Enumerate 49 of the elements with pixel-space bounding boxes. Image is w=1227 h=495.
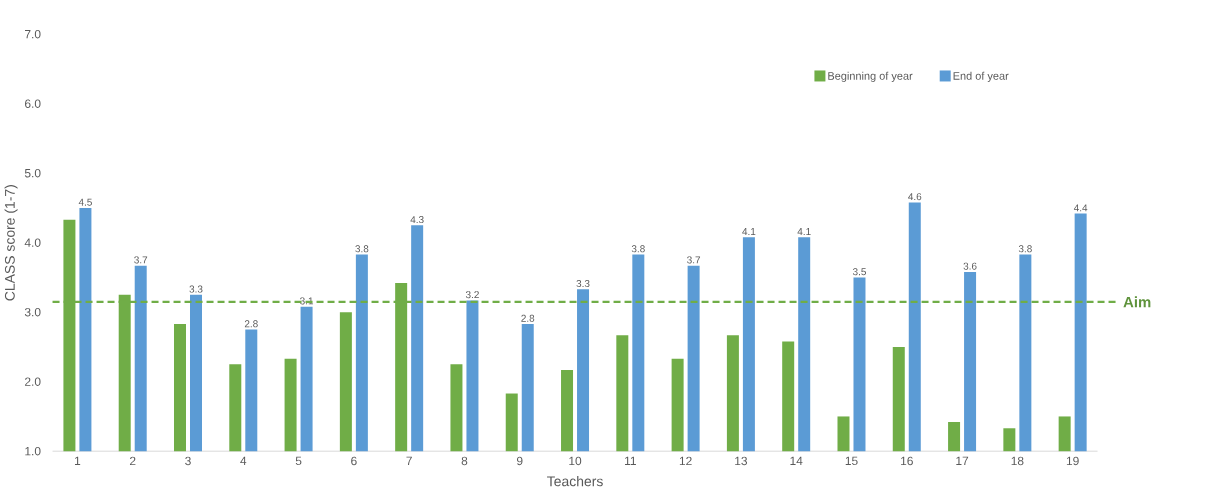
data-label: 3.8 <box>355 245 369 253</box>
data-label: 2.8 <box>521 314 535 322</box>
x-tick-label: 1 <box>75 456 81 465</box>
data-label: 3.8 <box>1018 245 1032 253</box>
data-label: 4.1 <box>797 228 811 235</box>
x-tick-label: 12 <box>679 456 692 466</box>
data-label: 3.5 <box>852 268 866 276</box>
legend-label: Beginning of year <box>828 71 913 82</box>
y-tick-label: 5.0 <box>24 168 41 178</box>
data-label: 3.7 <box>134 256 148 264</box>
x-tick-label: 19 <box>1066 456 1079 466</box>
x-tick-label: 3 <box>185 456 191 466</box>
x-tick-label: 10 <box>569 456 582 466</box>
data-label: 3.3 <box>576 280 590 288</box>
ref-line-label: Aim <box>1123 296 1151 308</box>
x-tick-label: 18 <box>1011 456 1024 466</box>
y-tick-label: 6.0 <box>25 99 41 108</box>
x-axis-title: Teachers <box>547 476 603 487</box>
y-tick-label: 3.0 <box>24 307 41 317</box>
legend-label: End of year <box>953 71 1009 82</box>
data-label: 3.2 <box>465 291 479 299</box>
data-label: 4.6 <box>908 193 922 201</box>
x-tick-label: 8 <box>461 456 468 466</box>
x-tick-label: 7 <box>406 456 412 465</box>
x-tick-label: 16 <box>901 456 913 466</box>
x-tick-label: 17 <box>956 456 969 465</box>
y-tick-label: 4.0 <box>24 238 41 247</box>
x-tick-label: 9 <box>516 456 523 466</box>
data-label: 4.5 <box>78 198 92 206</box>
x-tick-label: 4 <box>240 456 247 465</box>
x-tick-label: 13 <box>735 456 748 466</box>
x-tick-label: 14 <box>790 456 803 465</box>
y-tick-label: 1.0 <box>25 446 41 456</box>
data-label: 3.3 <box>189 285 203 293</box>
x-tick-label: 2 <box>129 456 136 466</box>
data-label: 3.6 <box>963 262 977 270</box>
x-tick-label: 11 <box>625 456 636 465</box>
x-tick-label: 5 <box>295 456 302 466</box>
data-label: 3.7 <box>687 256 701 264</box>
x-tick-label: 15 <box>845 456 858 466</box>
y-axis-title: CLASS score (1-7) <box>4 185 18 301</box>
x-tick-label: 6 <box>351 456 357 466</box>
data-label: 4.4 <box>1073 204 1088 212</box>
data-label: 3.8 <box>631 245 645 253</box>
data-label: 4.3 <box>410 216 424 224</box>
y-tick-label: 7.0 <box>25 29 41 39</box>
data-label: 4.1 <box>742 228 756 235</box>
data-label: 2.8 <box>244 320 258 328</box>
y-tick-label: 2.0 <box>24 377 41 386</box>
